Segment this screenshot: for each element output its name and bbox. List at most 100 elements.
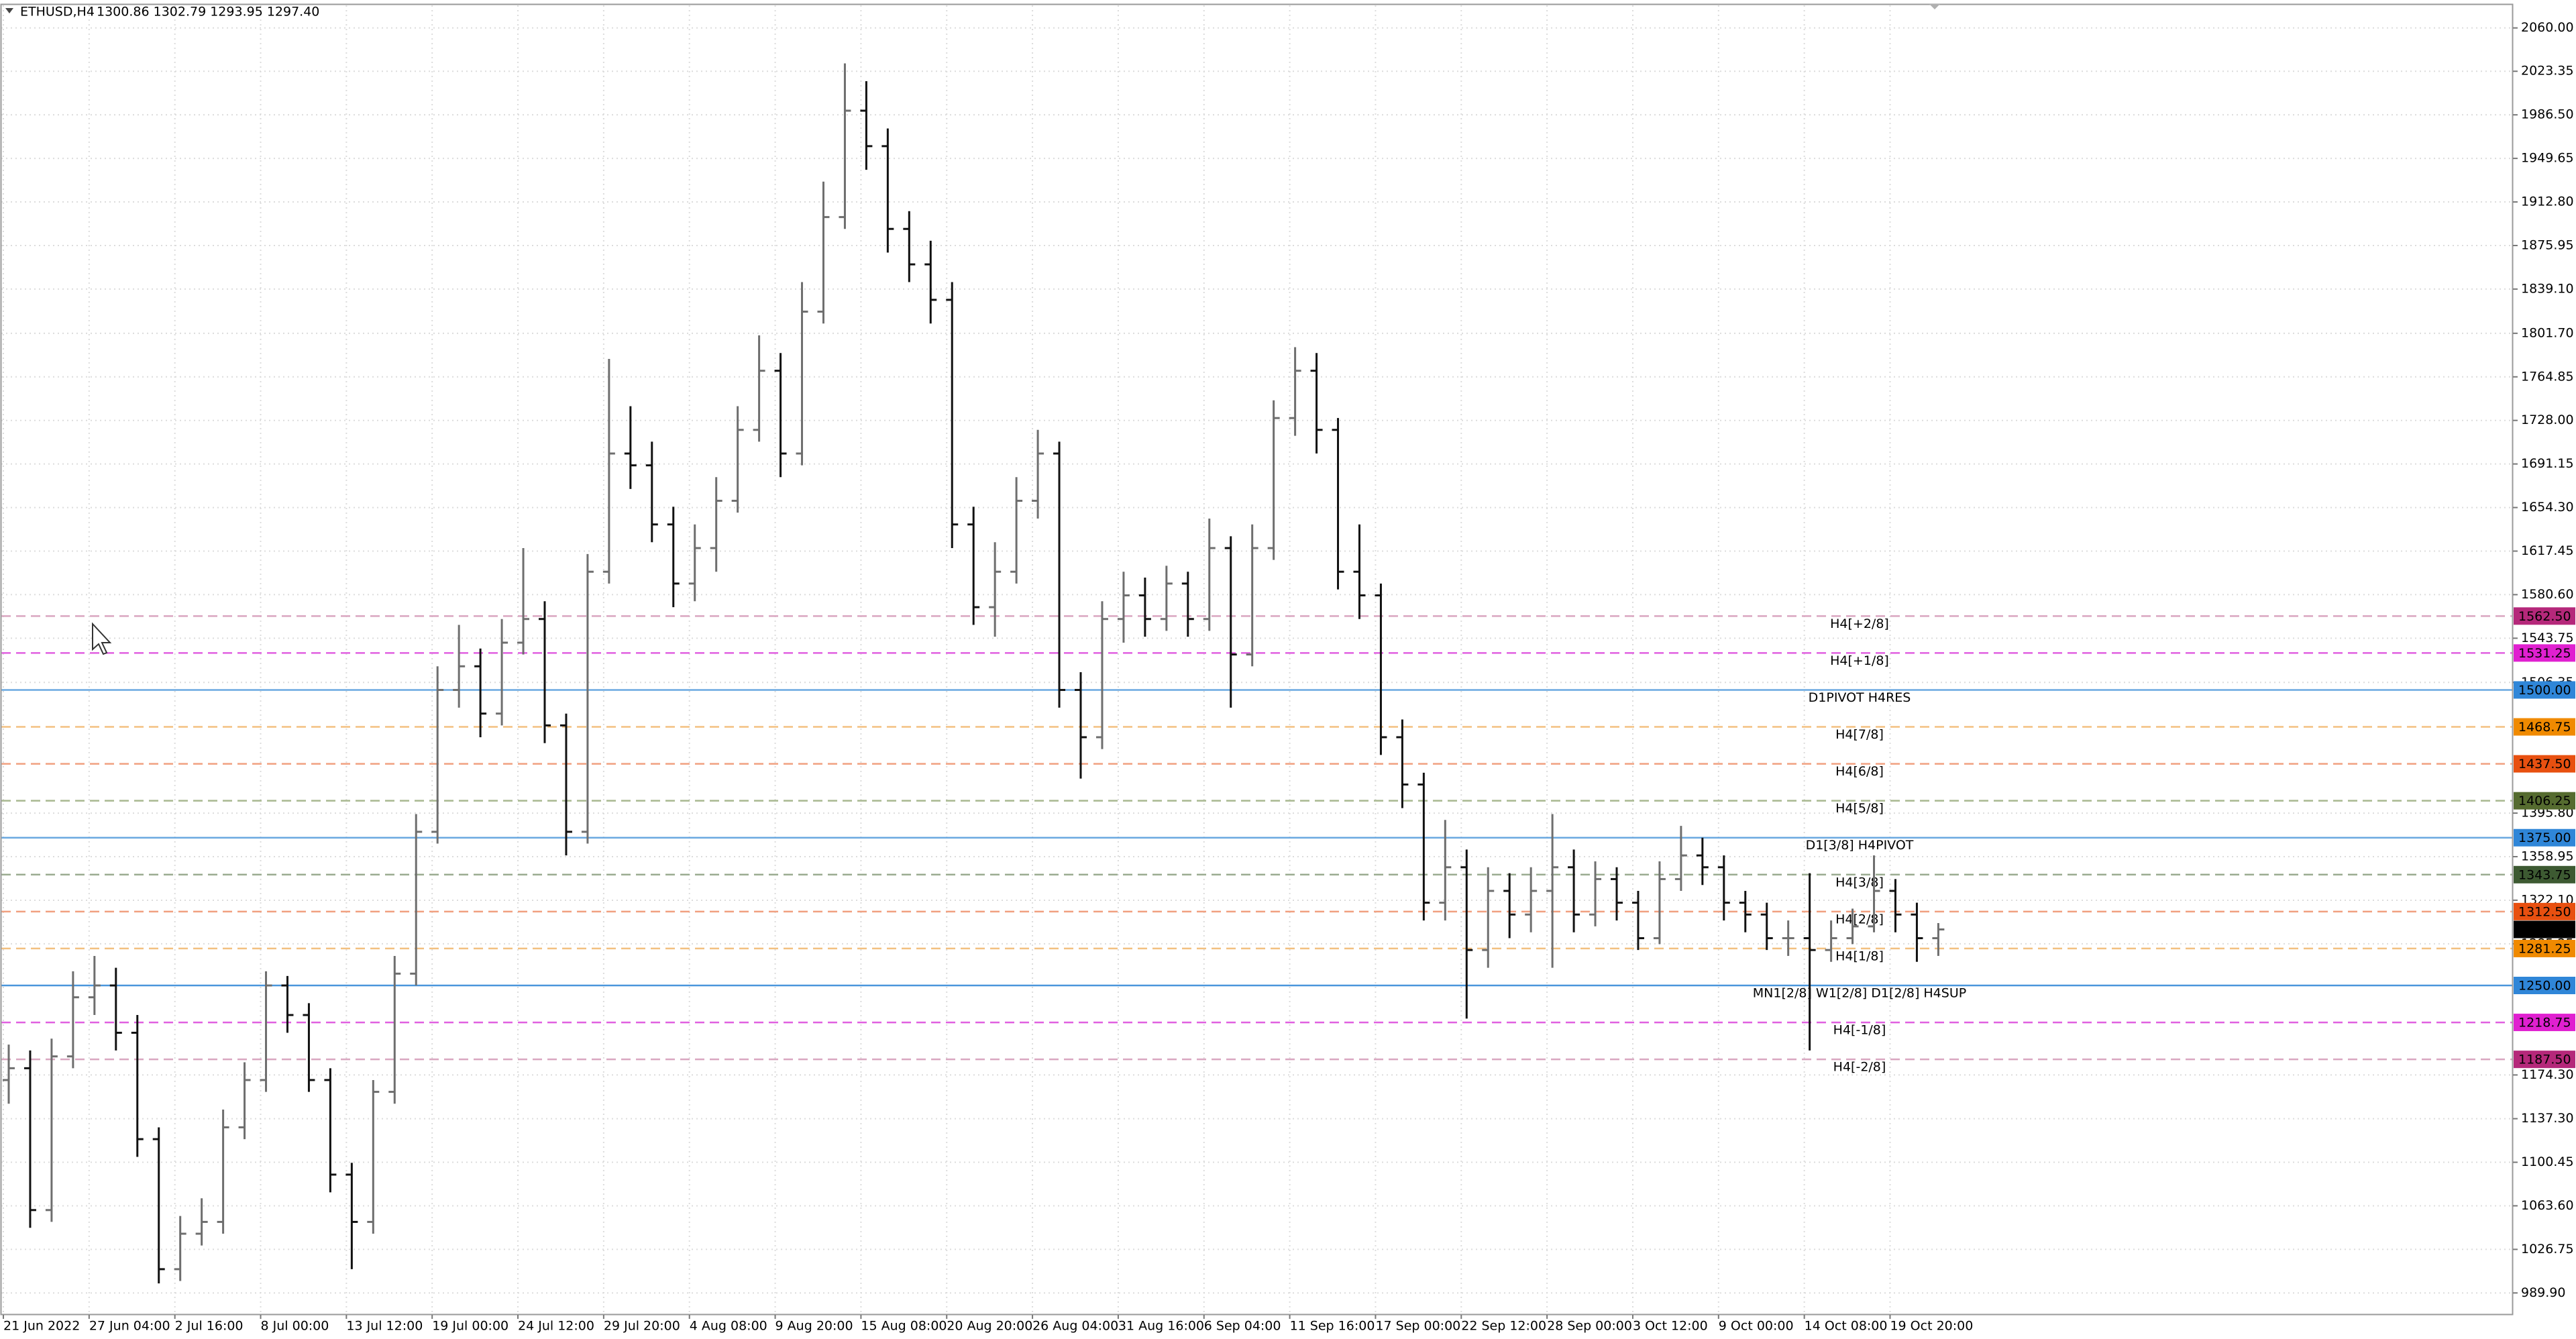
level-tag-label: 1406.25 — [2518, 794, 2571, 808]
y-tick-label: 1691.15 — [2521, 456, 2574, 471]
x-tick-label: 2 Jul 16:00 — [175, 1319, 244, 1334]
level-tag — [2514, 681, 2575, 699]
level-label: H4[-1/8] — [1833, 1023, 1886, 1038]
x-tick-label: 8 Jul 00:00 — [261, 1319, 329, 1334]
level-label: H4[5/8] — [1835, 801, 1884, 816]
level-label: D1[3/8] H4PIVOT — [1806, 838, 1914, 853]
y-tick-label: 1801.70 — [2521, 325, 2574, 340]
level-tag — [2514, 828, 2575, 847]
x-tick-label: 6 Sep 04:00 — [1204, 1319, 1281, 1334]
y-tick-label: 1764.85 — [2521, 369, 2574, 384]
level-label: H4[+1/8] — [1830, 653, 1889, 668]
level-tag-label: 1437.50 — [2518, 757, 2571, 771]
level-label: H4[6/8] — [1835, 764, 1884, 779]
level-tag — [2514, 607, 2575, 625]
level-label: H4[7/8] — [1835, 727, 1884, 742]
axes: 2060.00 2023.35 1986.50 1949.65 1912.80 1875.… — [3, 20, 2574, 1334]
y-tick-label: 1100.45 — [2521, 1155, 2574, 1169]
level-label: MN1[2/8] W1[2/8] D1[2/8] H4SUP — [1753, 986, 1966, 1001]
level-label: H4[+2/8] — [1830, 617, 1889, 631]
level-tag-label: 1343.75 — [2518, 867, 2571, 882]
level-tag — [2514, 1014, 2575, 1032]
level-tag — [2514, 755, 2575, 773]
y-tick-label: 1654.30 — [2521, 500, 2574, 515]
y-tick-label: 1912.80 — [2521, 195, 2574, 209]
level-tag — [2514, 644, 2575, 662]
y-tick-label: 1617.45 — [2521, 543, 2574, 558]
y-tick-label: 1174.30 — [2521, 1067, 2574, 1082]
price-axis — [2513, 0, 2576, 1339]
symbol-title: ETHUSD,H4 — [20, 5, 95, 19]
level-label: H4[1/8] — [1835, 949, 1884, 963]
y-tick-label: 1137.30 — [2521, 1111, 2574, 1126]
y-tick-label: 1063.60 — [2521, 1198, 2574, 1213]
plot-border — [0, 3, 2514, 1316]
x-tick-label: 21 Jun 2022 — [3, 1319, 80, 1334]
level-tag-label: 1375.00 — [2518, 831, 2571, 845]
x-tick-label: 31 Aug 16:00 — [1118, 1319, 1204, 1334]
x-tick-label: 19 Jul 00:00 — [432, 1319, 508, 1334]
level-label: H4[2/8] — [1835, 912, 1884, 926]
level-label: H4[3/8] — [1835, 875, 1884, 890]
level-tag — [2514, 1051, 2575, 1069]
x-tick-label: 9 Aug 20:00 — [775, 1319, 853, 1334]
level-tag — [2514, 792, 2575, 810]
bars — [3, 63, 1945, 1284]
level-tag — [2514, 977, 2575, 995]
level-tag — [2514, 718, 2575, 736]
x-tick-label: 17 Sep 00:00 — [1375, 1319, 1460, 1334]
x-tick-label: 15 Aug 08:00 — [861, 1319, 947, 1334]
shift-marker[interactable] — [1929, 4, 1940, 9]
menu-triangle[interactable] — [5, 8, 13, 13]
y-tick-label: 989.90 — [2521, 1285, 2565, 1300]
level-tag-label: 1562.50 — [2518, 609, 2571, 624]
y-tick-label: 1949.65 — [2521, 151, 2574, 166]
x-tick-label: 27 Jun 04:00 — [89, 1319, 170, 1334]
x-tick-label: 3 Oct 12:00 — [1633, 1319, 1708, 1334]
quote: 1300.86 1302.79 1293.95 1297.40 — [97, 5, 319, 19]
x-tick-label: 9 Oct 00:00 — [1719, 1319, 1794, 1334]
x-tick-label: 20 Aug 20:00 — [947, 1319, 1032, 1334]
time-axis — [0, 1315, 2513, 1339]
level-tag-label: 1250.00 — [2518, 979, 2571, 994]
y-tick-label: 1728.00 — [2521, 413, 2574, 427]
y-tick-label: 1580.60 — [2521, 587, 2574, 602]
x-tick-label: 24 Jul 12:00 — [518, 1319, 594, 1334]
levels: H4[+2/8] H4[+1/8] D1PIVOT H4RES H4[7/8] H4[6… — [1, 615, 2512, 1075]
last-price-tag — [2514, 920, 2575, 939]
x-tick-label: 19 Oct 20:00 — [1890, 1319, 1973, 1334]
y-tick-label: 1358.95 — [2521, 849, 2574, 864]
x-tick-label: 11 Sep 16:00 — [1290, 1319, 1375, 1334]
x-tick-label: 26 Aug 04:00 — [1032, 1319, 1118, 1334]
x-tick-label: 14 Oct 08:00 — [1805, 1319, 1888, 1334]
y-tick-label: 2023.35 — [2521, 64, 2574, 78]
y-tick-label: 2060.00 — [2521, 20, 2574, 35]
y-tick-label: 1026.75 — [2521, 1242, 2574, 1256]
x-tick-label: 4 Aug 08:00 — [690, 1319, 767, 1334]
level-tag-label: 1500.00 — [2518, 683, 2571, 698]
level-tag-label: 1468.75 — [2518, 720, 2571, 735]
y-tick-label: 1543.75 — [2521, 631, 2574, 645]
grid — [1, 5, 2512, 1314]
mouse-cursor — [92, 622, 112, 655]
level-tag-label: 1531.25 — [2518, 646, 2571, 661]
last-price-tag-label: 1297.40 — [2518, 922, 2571, 937]
x-tick-label: 29 Jul 20:00 — [604, 1319, 680, 1334]
level-tag-label: 1187.50 — [2518, 1053, 2571, 1067]
y-tick-label: 1839.10 — [2521, 281, 2574, 296]
y-tick-label: 1875.95 — [2521, 237, 2574, 252]
level-tag-label: 1312.50 — [2518, 904, 2571, 919]
level-tag-label: 1281.25 — [2518, 941, 2571, 956]
level-tag — [2514, 939, 2575, 957]
y-tick-label: 1986.50 — [2521, 107, 2574, 122]
level-label: H4[-2/8] — [1833, 1060, 1886, 1075]
x-tick-label: 28 Sep 00:00 — [1547, 1319, 1632, 1334]
level-label: D1PIVOT H4RES — [1809, 690, 1911, 705]
level-tag — [2514, 865, 2575, 883]
x-tick-label: 22 Sep 12:00 — [1461, 1319, 1546, 1334]
level-tag-label: 1218.75 — [2518, 1016, 2571, 1030]
price-tags: 1562.50 1531.25 1500.00 1468.75 1437.50 1406.… — [2514, 607, 2575, 1069]
